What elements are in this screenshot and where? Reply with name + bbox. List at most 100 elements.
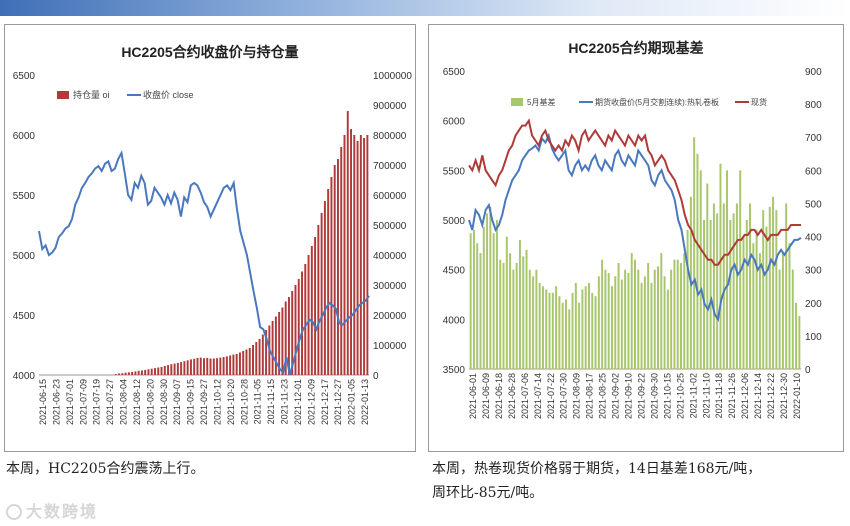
basis-bar (614, 276, 617, 369)
open-interest-bar (170, 364, 173, 375)
open-interest-bar (323, 201, 326, 375)
x-tick-label: 2021-09-07 (172, 379, 182, 425)
x-tick-label: 2021-09-27 (199, 379, 209, 425)
x-tick-label: 2021-10-28 (239, 379, 249, 425)
basis-bar (785, 203, 788, 369)
x-tick-label: 2021-10-20 (226, 379, 236, 425)
x-tick-label: 2021-11-02 (688, 373, 698, 418)
basis-bar (479, 253, 482, 369)
x-tick-label: 2021-09-30 (649, 373, 659, 419)
y-right-tick-label: 700 (805, 133, 822, 144)
open-interest-bar (173, 363, 176, 375)
open-interest-bar (301, 271, 303, 375)
open-interest-bar (356, 141, 359, 375)
basis-bar (709, 220, 712, 369)
x-tick-label: 2021-06-09 (481, 373, 491, 419)
basis-bar (676, 259, 679, 369)
y-right-tick-label: 600 (805, 166, 822, 177)
basis-bar (666, 289, 669, 369)
open-interest-bar (265, 330, 268, 375)
open-interest-bar (314, 237, 317, 375)
x-tick-label: 2021-07-19 (92, 379, 102, 425)
basis-bar (555, 286, 558, 369)
open-interest-bar (209, 358, 212, 375)
basis-bar (683, 253, 686, 369)
basis-bar (650, 282, 653, 369)
basis-bar (742, 236, 745, 369)
open-interest-bar (343, 135, 346, 375)
open-interest-bar (124, 372, 127, 375)
basis-bar (581, 289, 584, 369)
caption-right-line2: 周环比-85元/吨。 (432, 485, 544, 501)
basis-bar (716, 213, 719, 369)
open-interest-bar (294, 285, 297, 375)
open-interest-bar (163, 366, 166, 375)
x-tick-label: 2021-10-25 (675, 373, 685, 419)
open-interest-bar (157, 367, 160, 375)
open-interest-bar (193, 358, 196, 375)
y-left-tick-label: 6000 (443, 117, 466, 128)
open-interest-bar (252, 345, 254, 375)
x-tick-label: 2021-12-27 (333, 379, 343, 425)
basis-bar (604, 269, 607, 369)
basis-bar (755, 229, 758, 369)
x-tick-label: 2021-12-30 (779, 373, 789, 419)
x-tick-label: 2021-12-22 (766, 373, 776, 419)
x-tick-label: 2021-12-01 (293, 379, 303, 425)
open-interest-bar (281, 307, 284, 375)
open-interest-bar (206, 357, 209, 375)
basis-bar (735, 203, 738, 369)
basis-bar (719, 163, 722, 369)
basis-bar (505, 236, 508, 369)
open-interest-bar (225, 356, 228, 375)
basis-bar (571, 292, 574, 369)
y-right-tick-label: 700000 (373, 161, 407, 172)
basis-bar (781, 253, 784, 369)
open-interest-bar (203, 358, 205, 375)
x-tick-label: 2022-01-10 (792, 373, 802, 419)
y-left-tick-label: 4500 (443, 266, 466, 277)
basis-bar (640, 282, 643, 369)
x-tick-label: 2021-07-14 (533, 373, 543, 419)
basis-bar (482, 226, 485, 369)
basis-bar (587, 282, 590, 369)
open-interest-bar (297, 279, 300, 375)
x-tick-label: 2021-07-22 (546, 373, 556, 419)
basis-bar (726, 170, 729, 369)
basis-bar (706, 183, 709, 369)
open-interest-bar (196, 357, 199, 375)
basis-bar (620, 279, 623, 369)
basis-bar (469, 233, 472, 369)
open-interest-bar (134, 371, 137, 375)
x-tick-label: 2022-01-05 (347, 379, 357, 425)
basis-bar (591, 292, 594, 369)
x-tick-label: 2022-01-13 (360, 379, 370, 425)
x-tick-label: 2021-08-20 (145, 379, 155, 425)
chart-title: HC2205合约期现基差 (568, 40, 703, 56)
y-left-tick-label: 5000 (13, 251, 36, 262)
open-interest-bar (186, 360, 189, 375)
open-interest-bar (167, 365, 170, 375)
open-interest-bar (366, 135, 369, 375)
basis-bar (752, 243, 755, 369)
open-interest-bar (144, 369, 147, 375)
basis-bar (617, 263, 620, 369)
x-tick-label: 2021-07-01 (65, 379, 75, 425)
open-interest-bar (114, 374, 117, 375)
basis-bar (538, 282, 541, 369)
x-tick-label: 2021-09-22 (636, 373, 646, 419)
open-interest-bar (350, 129, 353, 375)
open-interest-bar (255, 342, 258, 375)
y-right-tick-label: 500 (805, 199, 822, 210)
open-interest-bar (222, 357, 225, 375)
basis-bar (686, 229, 689, 369)
x-tick-label: 2021-09-02 (611, 373, 621, 419)
y-left-tick-label: 6000 (13, 131, 36, 142)
basis-bar (564, 299, 567, 369)
open-interest-bar (180, 362, 183, 375)
x-tick-label: 2021-07-09 (78, 379, 88, 425)
basis-bar (597, 276, 600, 369)
open-interest-bar (131, 372, 134, 375)
open-interest-bar (346, 111, 349, 375)
basis-bar (495, 220, 498, 369)
